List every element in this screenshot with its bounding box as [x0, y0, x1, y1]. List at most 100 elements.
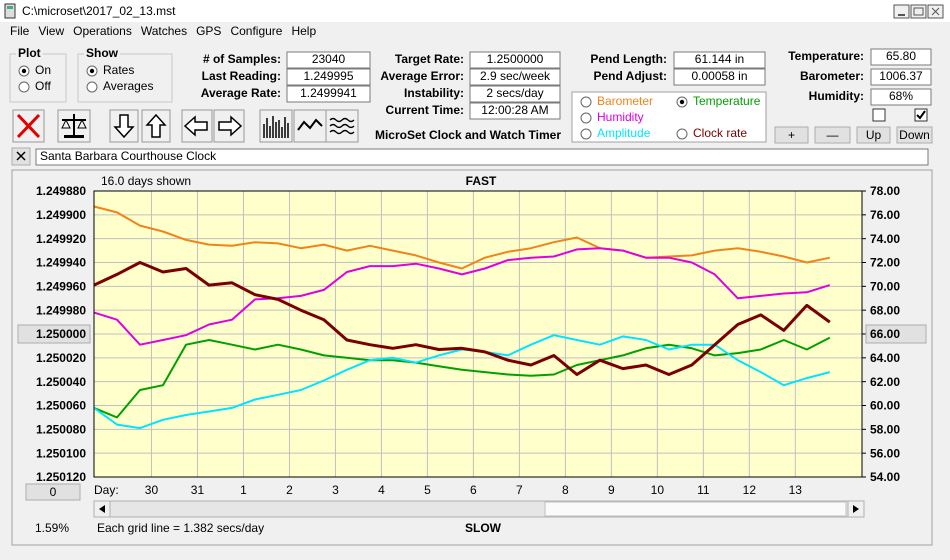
field-value: 1006.37	[879, 69, 923, 83]
legend-group	[571, 91, 767, 143]
y-tick-label: 1.249960	[36, 280, 86, 294]
field-value: 12:00:28 AM	[481, 103, 548, 117]
sensor-button-label[interactable]: Up	[866, 128, 882, 142]
sensor-button-label[interactable]: +	[788, 128, 795, 142]
x-tick-label: 6	[470, 483, 477, 497]
y2-tick-label: 54.00	[870, 470, 900, 484]
field-value: 1.249995	[303, 69, 353, 83]
sensor-label: Temperature:	[788, 49, 864, 63]
sensor-button-label[interactable]: —	[827, 128, 839, 142]
scrollbar[interactable]	[93, 500, 865, 518]
y-tick-label: 1.249880	[36, 184, 86, 198]
legend-radio-label[interactable]: Amplitude	[597, 126, 651, 140]
y2-tick-label: 56.00	[870, 446, 900, 460]
offset-button-label[interactable]: 0	[50, 485, 57, 499]
checkmark	[916, 110, 926, 120]
y2-tick-label: 74.00	[870, 232, 900, 246]
radio-label[interactable]: On	[35, 63, 51, 77]
y2-tick-label: 72.00	[870, 256, 900, 270]
legend-radio-label[interactable]: Barometer	[597, 94, 653, 108]
y2-tick-label: 64.00	[870, 351, 900, 365]
y-tick-label: 1.249900	[36, 208, 86, 222]
sensor-button-label[interactable]: Down	[899, 128, 930, 142]
menu-item[interactable]: Configure	[230, 24, 282, 38]
field-value: 61.144 in	[695, 52, 744, 66]
menu-item[interactable]: Watches	[141, 24, 187, 38]
group-title: Show	[86, 46, 119, 60]
radio[interactable]	[18, 81, 30, 93]
text-field	[469, 68, 561, 86]
radio-label[interactable]: Off	[35, 79, 51, 93]
y2-tick-label: 62.00	[870, 375, 900, 389]
stat-label: Last Reading:	[202, 69, 281, 83]
text-field	[469, 51, 561, 69]
window-buttons[interactable]	[893, 4, 944, 19]
series-line	[93, 261, 831, 376]
group-title-bg	[16, 48, 43, 60]
menu-item[interactable]: View	[38, 24, 64, 38]
y2-tick-label: 70.00	[870, 280, 900, 294]
text-field	[469, 102, 561, 120]
field-value: 1.2500000	[487, 52, 544, 66]
y2-tick-button[interactable]	[865, 324, 927, 344]
radio-label[interactable]: Rates	[103, 63, 134, 77]
sensor-label: Barometer:	[800, 69, 864, 83]
y-tick-label: 1.250120	[36, 470, 86, 484]
x-tick-label: 10	[651, 483, 665, 497]
legend-radio[interactable]	[580, 128, 592, 140]
y-tick-button[interactable]	[17, 324, 91, 344]
sensor-button[interactable]	[856, 126, 891, 144]
menu-item[interactable]: File	[10, 24, 30, 38]
legend-radio-label[interactable]: Temperature	[693, 94, 761, 108]
toolbar[interactable]	[12, 109, 359, 143]
text-field	[35, 148, 929, 166]
pendulum-label: Pend Adjust:	[593, 69, 667, 83]
sensor-button[interactable]	[896, 126, 933, 144]
x-tick-label: 31	[191, 483, 205, 497]
radio-label[interactable]: Averages	[103, 79, 153, 93]
legend-radio-label[interactable]: Clock rate	[693, 126, 747, 140]
status: 1.59%	[35, 521, 69, 535]
y2-tick-label: 58.00	[870, 423, 900, 437]
radio-dot	[21, 68, 27, 74]
legend-radio[interactable]	[676, 128, 688, 140]
x-tick-label: 7	[516, 483, 523, 497]
x-tick-label: 11	[697, 483, 710, 497]
legend-radio[interactable]	[580, 96, 592, 108]
app-icon	[4, 3, 16, 19]
y2-tick-label: 66.00	[870, 327, 900, 341]
y-tick-label: 1.249920	[36, 232, 86, 246]
sensor-button[interactable]	[814, 126, 851, 144]
x-tick-label: 30	[145, 483, 159, 497]
offset-button[interactable]	[25, 483, 81, 501]
text-field	[673, 68, 766, 86]
pendulum-label: Pend Length:	[590, 52, 667, 66]
legend-radio-label[interactable]: Humidity	[597, 110, 644, 124]
legend-radio-dot	[679, 99, 685, 105]
window-title: C:\microset\2017_02_13.mst	[22, 4, 176, 18]
close-icon	[16, 151, 26, 161]
sensor-label: Humidity:	[809, 89, 864, 103]
radio[interactable]	[86, 81, 98, 93]
legend-radio[interactable]	[580, 112, 592, 124]
y2-tick-label: 60.00	[870, 399, 900, 413]
days-shown: 16.0 days shown	[101, 174, 191, 188]
text-field	[286, 85, 371, 103]
menu-item[interactable]: Help	[291, 24, 316, 38]
sensor-button[interactable]	[774, 126, 809, 144]
field-value: 0.00058 in	[691, 69, 747, 83]
text-field	[870, 68, 932, 86]
group-title: Plot	[18, 46, 41, 60]
menu-item[interactable]: Operations	[73, 24, 132, 38]
y-tick-label: 1.250000	[36, 327, 86, 341]
checkbox[interactable]	[872, 108, 886, 122]
show-group	[77, 53, 173, 103]
stat-label: Average Rate:	[201, 86, 281, 100]
x-tick-label: 8	[562, 483, 569, 497]
y-tick-label: 1.250040	[36, 375, 86, 389]
text-field	[870, 48, 932, 66]
menu-item[interactable]: GPS	[196, 24, 221, 38]
